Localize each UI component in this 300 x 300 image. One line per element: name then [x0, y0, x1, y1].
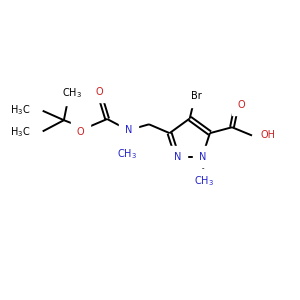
- Text: CH$_3$: CH$_3$: [117, 147, 137, 161]
- Text: N: N: [125, 125, 132, 135]
- Text: N: N: [174, 152, 181, 162]
- Text: CH$_3$: CH$_3$: [62, 86, 82, 100]
- Text: H$_3$C: H$_3$C: [10, 103, 30, 117]
- Text: O: O: [238, 100, 245, 110]
- Text: N: N: [199, 152, 206, 162]
- Text: H$_3$C: H$_3$C: [10, 125, 30, 139]
- Text: OH: OH: [261, 130, 276, 140]
- Text: O: O: [77, 127, 85, 137]
- Text: O: O: [95, 87, 103, 97]
- Text: Br: Br: [191, 92, 202, 101]
- Text: CH$_3$: CH$_3$: [194, 174, 214, 188]
